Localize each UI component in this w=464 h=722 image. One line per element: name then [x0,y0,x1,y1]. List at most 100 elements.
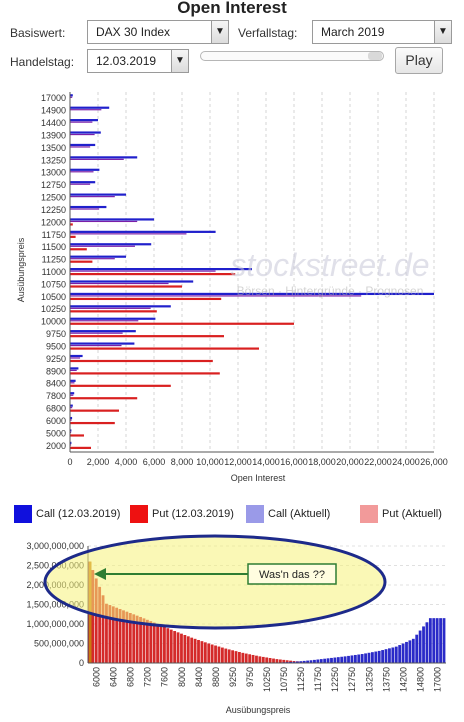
legend-swatch [14,505,32,523]
call-bar-aktuell [70,183,91,185]
put-bar [159,625,163,663]
y-tick-label: 12750 [41,180,66,190]
call-bar [70,156,138,159]
x-tick-label: 17000 [432,667,442,692]
put-bar [227,649,231,663]
handelstag-label: Handelstag: [10,55,75,69]
y-tick-label: 3,000,000,000 [26,541,84,551]
basiswert-select[interactable]: DAX 30 Index ▼ [87,20,229,44]
y-tick-label: 1,500,000,000 [26,600,84,610]
y-tick-label: 0 [79,658,84,668]
put-bar [272,658,275,663]
put-bar [176,632,180,663]
chevron-down-icon[interactable]: ▼ [211,21,228,43]
x-tick-label: 11250 [296,667,306,691]
y-tick-label: 13250 [41,155,66,165]
call-bar [418,630,422,663]
call-bar [289,661,292,663]
call-bar [70,317,156,320]
x-tick-label: 12750 [347,667,357,692]
put-bar [285,660,289,663]
x-tick-label: 9750 [245,667,255,687]
put-bar [70,235,76,238]
put-bar [156,624,159,663]
x-tick-label: 8800 [211,667,221,687]
legend-swatch [130,505,148,523]
call-bar [388,648,391,663]
y-tick-label: 500,000,000 [34,639,84,649]
watermark-brand: stockstreet.de [230,247,429,283]
call-bar-aktuell [70,133,95,136]
put-bar [125,611,129,663]
put-bar [258,656,262,663]
y-tick-label: 2000 [46,441,66,451]
put-bar [70,322,294,325]
call-bar [70,429,72,432]
call-bar [70,193,126,196]
call-bar [425,622,429,663]
put-bar [207,643,211,663]
x-tick-label: 8,000 [171,457,194,467]
put-bar [70,335,224,338]
put-bar [122,610,125,663]
verfallstag-value: March 2019 [321,25,385,39]
put-bar [241,652,245,663]
put-bar [169,629,173,663]
annotation-box [247,563,337,585]
call-bar [302,660,306,663]
y-tick-label: 6800 [46,404,66,414]
call-bar [333,657,337,663]
y-tick-label: 11500 [42,242,66,252]
annotation-text: Was'n das ?? [259,569,325,581]
put-bar [70,297,222,301]
x-tick-label: 10,000 [196,457,224,467]
handelstag-value: 12.03.2019 [96,54,157,68]
call-bar [70,305,171,308]
call-bar [370,652,374,663]
call-bar [422,626,425,663]
chevron-down-icon[interactable]: ▼ [171,50,188,72]
put-bar [70,273,236,276]
y-tick-label: 12000 [41,217,66,227]
call-bar [408,640,412,663]
call-bar [364,653,367,663]
call-bar [326,658,330,663]
put-bar [210,644,214,663]
date-slider[interactable] [200,51,384,61]
x-tick-label: 8000 [177,667,187,687]
put-bar [70,359,213,363]
slider-thumb[interactable] [368,52,382,60]
y-tick-label: 11250 [42,255,66,265]
call-bar [70,119,98,122]
y-tick-label: 9500 [46,341,66,351]
call-bar [323,658,327,663]
call-bar [70,354,83,358]
handelstag-select[interactable]: 12.03.2019 ▼ [87,49,189,73]
y-tick-label: 9250 [46,354,66,364]
call-bar [336,657,340,663]
x-tick-label: 6000 [92,667,102,687]
put-bar [265,657,269,663]
y-tick-label: 13900 [41,130,66,140]
play-button[interactable]: Play [395,47,443,74]
put-bar [261,656,265,663]
x-tick-label: 0 [67,457,72,467]
verfallstag-select[interactable]: March 2019 ▼ [312,20,452,44]
put-bar [149,621,153,663]
call-bar-aktuell [70,146,91,148]
put-bar [70,409,119,412]
chevron-down-icon[interactable]: ▼ [434,21,451,43]
call-bar [384,649,388,663]
put-bar [152,622,156,663]
highlight-ellipse [43,534,387,630]
put-bar [132,614,136,663]
put-bar [91,570,95,663]
call-bar [415,634,419,663]
call-bar [70,441,72,444]
y-tick-label: 1,000,000,000 [26,619,84,629]
call-bar [299,661,303,663]
call-bar [70,268,252,271]
y-axis-label: Ausübungspreis [16,237,26,302]
legend-label: Put (Aktuell) [382,508,442,520]
put-bar [128,613,132,663]
